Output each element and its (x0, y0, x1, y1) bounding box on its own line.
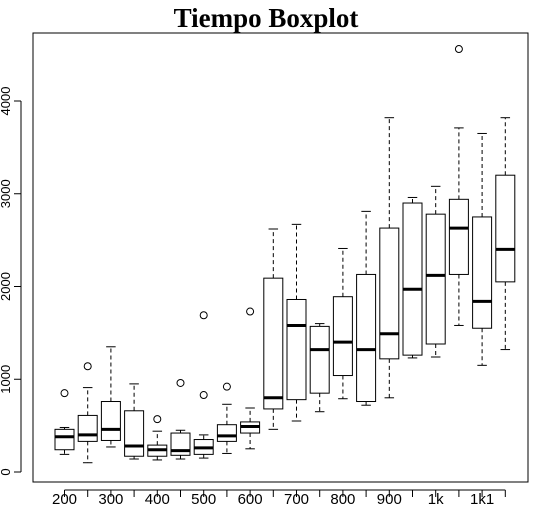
box-4 (124, 383, 145, 460)
outlier-point (60, 389, 69, 398)
box-17 (425, 185, 446, 358)
outlier-point (454, 45, 463, 54)
box-5 (147, 415, 168, 461)
outlier-point (176, 378, 185, 387)
x-tick-label: 800 (330, 491, 355, 508)
y-tick-label: 0 (0, 468, 13, 475)
box-rect (54, 428, 75, 451)
box-rect (356, 273, 377, 403)
boxes-group (54, 45, 516, 464)
x-tick-label: 300 (98, 491, 123, 508)
box-9 (240, 307, 261, 450)
x-axis: 200 300 400 500 600 700 800 900 1k 1k1 (52, 489, 506, 508)
box-16 (402, 196, 423, 359)
box-rect (77, 414, 98, 442)
y-axis: 0 1000 2000 3000 4000 (0, 87, 22, 476)
box-rect (472, 216, 493, 329)
box-10 (263, 228, 284, 430)
outlier-point (246, 307, 255, 316)
box-rect (402, 202, 423, 356)
outlier-point (153, 415, 162, 424)
box-15 (379, 117, 400, 399)
x-tick-label: 200 (52, 491, 77, 508)
x-tick-label: 900 (377, 491, 402, 508)
box-12 (309, 323, 330, 413)
box-14 (356, 210, 377, 406)
chart-title: Tiempo Boxplot (174, 3, 359, 33)
box-3 (100, 346, 121, 448)
box-1 (54, 389, 75, 455)
x-tick-label: 500 (191, 491, 216, 508)
plot-frame (32, 32, 529, 483)
box-rect (309, 325, 330, 394)
box-rect (124, 410, 145, 457)
box-18 (448, 45, 469, 326)
y-tick-label: 3000 (0, 179, 13, 208)
box-rect (332, 296, 353, 377)
box-20 (495, 117, 516, 351)
outlier-point (199, 311, 208, 320)
box-8 (216, 382, 237, 454)
outlier-point (222, 382, 231, 391)
y-tick-label: 1000 (0, 365, 13, 394)
box-19 (472, 132, 493, 366)
x-tick-label: 700 (284, 491, 309, 508)
outlier-point (83, 362, 92, 371)
box-11 (286, 223, 307, 422)
x-tick-label: 1k (428, 491, 444, 508)
box-rect (100, 401, 121, 441)
box-7 (193, 311, 214, 459)
box-rect (286, 298, 307, 401)
box-rect (448, 198, 469, 275)
x-tick-label: 600 (238, 491, 263, 508)
x-tick-label: 400 (145, 491, 170, 508)
box-rect (495, 174, 516, 283)
y-tick-label: 4000 (0, 87, 13, 116)
box-rect (425, 213, 446, 345)
box-rect (379, 227, 400, 360)
x-tick-label: 1k1 (470, 491, 494, 508)
box-2 (77, 362, 98, 464)
outlier-point (199, 391, 208, 400)
box-6 (170, 378, 191, 460)
box-13 (332, 247, 353, 400)
box-rect (216, 424, 237, 442)
box-rect (263, 277, 284, 410)
y-tick-label: 2000 (0, 272, 13, 301)
